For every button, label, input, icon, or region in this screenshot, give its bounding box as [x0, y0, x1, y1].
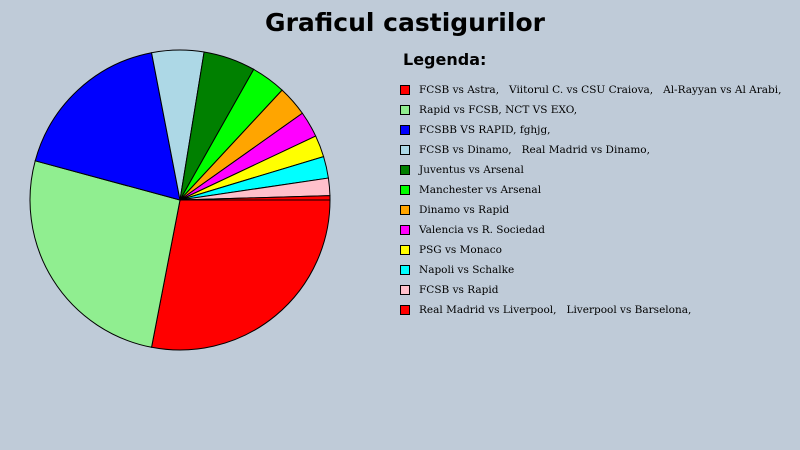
- legend-swatch: [400, 205, 410, 215]
- legend-item: Dinamo vs Rapid: [400, 200, 781, 220]
- pie-slice: [29, 160, 181, 348]
- pie-chart: [29, 49, 331, 351]
- legend-swatch: [400, 225, 410, 235]
- pie-slice: [179, 195, 331, 201]
- legend-item: FCSB vs Astra, Viitorul C. vs CSU Craiov…: [400, 80, 781, 100]
- legend-item: Manchester vs Arsenal: [400, 180, 781, 200]
- legend-swatch: [400, 85, 410, 95]
- legend-label: FCSB vs Rapid: [419, 284, 499, 296]
- legend-swatch: [400, 265, 410, 275]
- legend: FCSB vs Astra, Viitorul C. vs CSU Craiov…: [400, 80, 781, 320]
- legend-item: PSG vs Monaco: [400, 240, 781, 260]
- legend-swatch: [400, 105, 410, 115]
- legend-label: FCSB vs Astra, Viitorul C. vs CSU Craiov…: [419, 84, 782, 96]
- legend-item: FCSBB VS RAPID, fghjg,: [400, 120, 781, 140]
- pie-slice: [34, 52, 181, 201]
- pie-slice: [150, 199, 331, 351]
- legend-label: Real Madrid vs Liverpool, Liverpool vs B…: [419, 304, 692, 316]
- legend-label: PSG vs Monaco: [419, 244, 502, 256]
- legend-item: FCSB vs Rapid: [400, 280, 781, 300]
- legend-item: Real Madrid vs Liverpool, Liverpool vs B…: [400, 300, 781, 320]
- legend-item: Napoli vs Schalke: [400, 260, 781, 280]
- legend-label: Napoli vs Schalke: [419, 264, 515, 276]
- legend-swatch: [400, 165, 410, 175]
- legend-label: Juventus vs Arsenal: [419, 164, 524, 176]
- legend-swatch: [400, 125, 410, 135]
- legend-label: Dinamo vs Rapid: [419, 204, 510, 216]
- legend-item: Valencia vs R. Sociedad: [400, 220, 781, 240]
- legend-label: FCSBB VS RAPID, fghjg,: [419, 124, 551, 136]
- legend-item: FCSB vs Dinamo, Real Madrid vs Dinamo,: [400, 140, 781, 160]
- legend-item: Juventus vs Arsenal: [400, 160, 781, 180]
- legend-swatch: [400, 245, 410, 255]
- legend-label: Valencia vs R. Sociedad: [419, 224, 545, 236]
- legend-swatch: [400, 145, 410, 155]
- legend-swatch: [400, 305, 410, 315]
- chart-title: Graficul castigurilor: [265, 8, 545, 37]
- legend-swatch: [400, 285, 410, 295]
- legend-item: Rapid vs FCSB, NCT VS EXO,: [400, 100, 781, 120]
- legend-title: Legenda:: [403, 50, 487, 69]
- legend-label: Manchester vs Arsenal: [419, 184, 542, 196]
- legend-swatch: [400, 185, 410, 195]
- legend-label: FCSB vs Dinamo, Real Madrid vs Dinamo,: [419, 144, 650, 156]
- legend-label: Rapid vs FCSB, NCT VS EXO,: [419, 104, 578, 116]
